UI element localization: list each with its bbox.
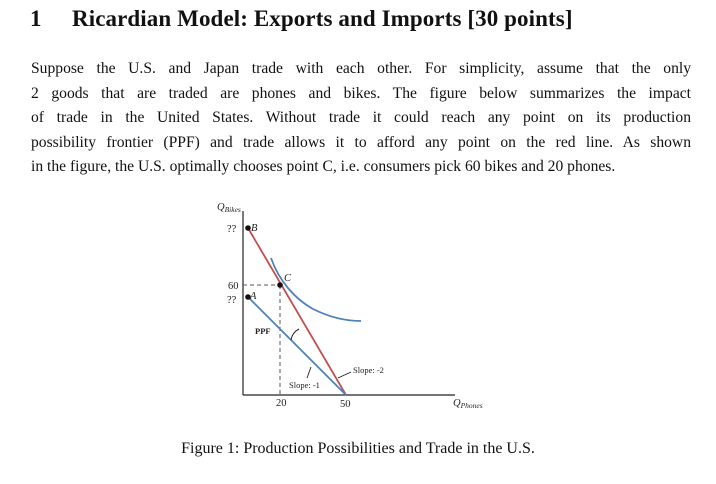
point-b: [245, 225, 251, 231]
indifference-curve: [270, 257, 362, 322]
section-title: Ricardian Model: Exports and Imports [30…: [72, 6, 573, 31]
point-c: [277, 282, 283, 288]
ppf-trade-figure: B C A ?? 60 ?? 20 50 QBikes QPhones PPF …: [217, 202, 483, 410]
y-axis-label: QBikes: [217, 202, 241, 214]
point-a-label: A: [249, 291, 257, 302]
problem-paragraph: Suppose the U.S. and Japan trade with ea…: [31, 57, 691, 180]
section-heading: 1 Ricardian Model: Exports and Imports [3…: [30, 6, 573, 32]
paragraph-line: in the figure, the U.S. optimally choose…: [31, 158, 616, 176]
point-c-label: C: [284, 273, 292, 284]
ppf-line: [247, 296, 347, 396]
point-a: [245, 294, 251, 300]
trade-line: [247, 227, 347, 396]
x-tick-label: 50: [340, 399, 351, 410]
paragraph-line: Suppose the U.S. and Japan trade with ea…: [31, 60, 691, 77]
x-axis-label: QPhones: [453, 398, 483, 410]
slope-ppf-pointer: [306, 366, 312, 379]
figure-caption: Figure 1: Production Possibilities and T…: [181, 440, 535, 457]
ppf-label: PPF: [255, 326, 271, 336]
y-axis-label-sub: Bikes: [225, 205, 241, 214]
y-axis-label-base: Q: [217, 202, 225, 213]
point-b-label: B: [251, 223, 258, 234]
x-axis-label-sub: Phones: [460, 401, 483, 410]
slope-trade-pointer: [337, 371, 352, 379]
section-number: 1: [30, 6, 42, 31]
x-tick-label: 20: [276, 398, 287, 409]
paragraph-line: of trade in the United States. Without t…: [31, 109, 691, 127]
y-tick-label: 60: [228, 281, 239, 292]
paragraph-line: possibility frontier (PPF) and trade all…: [31, 133, 691, 151]
y-tick-label: ??: [227, 224, 237, 235]
slope-ppf-label: Slope: -1: [289, 380, 320, 390]
slope-trade-label: Slope: -2: [353, 365, 384, 375]
x-axis-label-base: Q: [453, 398, 461, 409]
paragraph-line: 2 goods that are traded are phones and b…: [31, 84, 691, 102]
y-tick-label: ??: [227, 295, 237, 306]
ppf-pointer: [290, 328, 300, 341]
